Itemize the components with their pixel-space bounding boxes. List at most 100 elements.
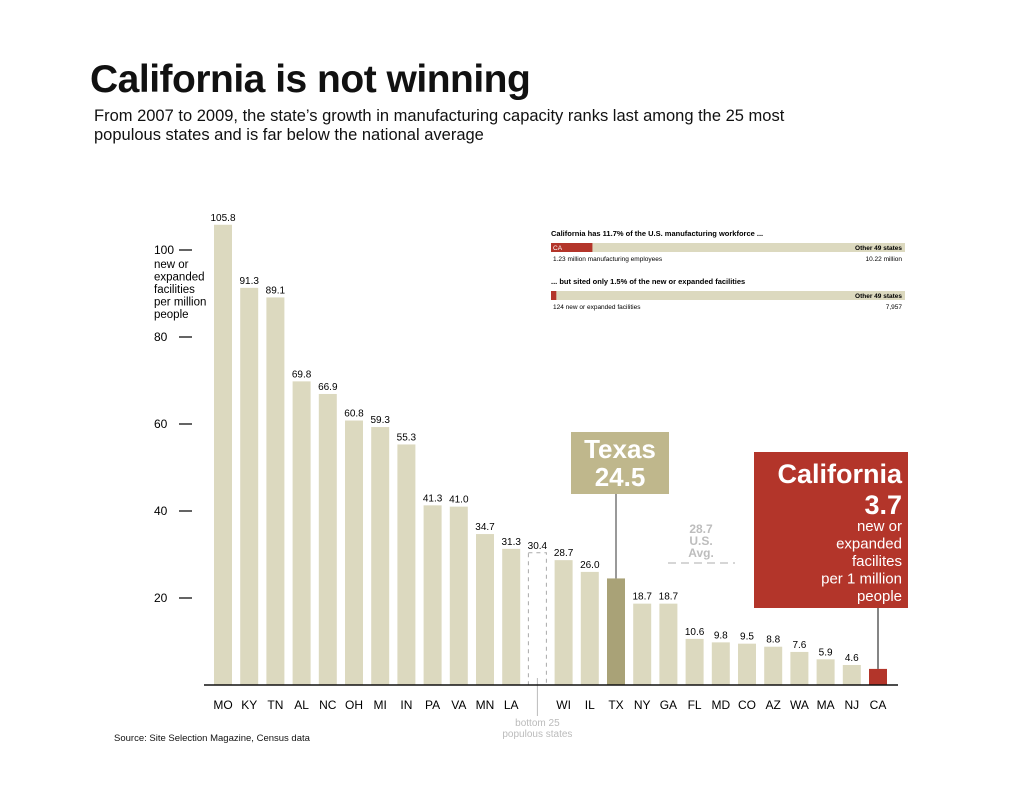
- data-label: 4.6: [845, 653, 859, 664]
- texas-callout-box: [571, 432, 669, 494]
- x-tick-label: MA: [817, 698, 835, 712]
- x-tick-label: KY: [241, 698, 257, 712]
- y-tick-label: 20: [154, 591, 168, 605]
- bar-tn: [266, 297, 285, 685]
- bar-nj: [842, 664, 861, 685]
- divider-label: 30.4: [528, 541, 548, 552]
- data-label: 66.9: [318, 382, 338, 393]
- data-label: 105.8: [210, 213, 235, 224]
- california-callout-detail: people: [857, 588, 902, 605]
- y-axis-label: per million: [154, 297, 206, 309]
- bar-mn: [476, 534, 494, 685]
- data-label: 28.7: [554, 548, 574, 559]
- bar-la: [502, 548, 521, 685]
- x-tick-label: AZ: [766, 698, 781, 712]
- x-tick-label: OH: [345, 698, 363, 712]
- x-tick-label: IL: [585, 698, 595, 712]
- inset-other-value: 10.22 million: [866, 256, 903, 263]
- california-callout-text: California: [777, 459, 903, 489]
- divider-note: populous states: [502, 729, 572, 740]
- bar-wi: [554, 560, 573, 685]
- us-average-label: U.S.: [689, 534, 712, 548]
- data-label: 18.7: [659, 592, 679, 603]
- data-label: 91.3: [239, 276, 259, 287]
- bar-al: [292, 381, 311, 685]
- x-tick-label: NJ: [844, 698, 859, 712]
- x-tick-label: NY: [634, 698, 651, 712]
- inset-other-value: 7,957: [886, 304, 903, 311]
- california-callout-box: [754, 452, 908, 608]
- bar-ny: [633, 603, 652, 685]
- x-tick-label: LA: [504, 698, 519, 712]
- data-label: 89.1: [266, 285, 286, 296]
- x-tick-label: TX: [608, 698, 623, 712]
- data-label: 34.7: [475, 522, 495, 533]
- bar-pa: [423, 505, 442, 685]
- x-tick-label: MD: [711, 698, 730, 712]
- x-tick-label: GA: [660, 698, 677, 712]
- california-callout-detail: per 1 million: [821, 571, 902, 588]
- bar-ma: [816, 659, 835, 685]
- data-label: 55.3: [397, 432, 417, 443]
- bar-oh: [345, 420, 363, 685]
- y-axis-label: people: [154, 309, 189, 321]
- bar-tx: [607, 578, 625, 685]
- data-label: 10.6: [685, 627, 705, 638]
- california-callout-detail: facilites: [852, 553, 902, 570]
- y-axis-label: facilities: [154, 284, 195, 296]
- texas-callout-text: Texas: [584, 434, 656, 464]
- data-label: 41.0: [449, 495, 469, 506]
- inset-ca-label: CA: [553, 245, 563, 252]
- x-tick-label: FL: [688, 698, 702, 712]
- x-tick-label: MN: [476, 698, 495, 712]
- inset-other-label: Other 49 states: [855, 245, 902, 252]
- inset-bar-ca: [551, 243, 593, 252]
- x-tick-label: MO: [213, 698, 232, 712]
- y-axis-label: expanded: [154, 272, 205, 284]
- y-tick-label: 100: [154, 243, 174, 257]
- bar-mi: [371, 427, 390, 685]
- inset-bar-track: [551, 291, 905, 300]
- x-tick-label: WI: [556, 698, 571, 712]
- data-label: 5.9: [819, 647, 833, 658]
- texas-callout-text: 24.5: [595, 462, 646, 492]
- data-label: 7.6: [792, 640, 806, 651]
- us-average-label: 28.7: [689, 522, 713, 536]
- x-tick-label: IN: [400, 698, 412, 712]
- bar-fl: [685, 638, 704, 685]
- data-label: 18.7: [632, 592, 652, 603]
- x-tick-label: MI: [374, 698, 387, 712]
- inset-ca-value: 124 new or expanded facilities: [553, 304, 641, 311]
- data-label: 41.3: [423, 493, 443, 504]
- inset-bar-track: [551, 243, 905, 252]
- bar-co: [738, 643, 756, 685]
- x-tick-label: NC: [319, 698, 337, 712]
- us-average-label: Avg.: [688, 546, 714, 560]
- chart-title: California is not winning: [90, 58, 531, 101]
- chart-subtitle: From 2007 to 2009, the state’s growth in…: [94, 107, 785, 144]
- data-label: 9.8: [714, 630, 728, 641]
- bar-ga: [659, 603, 678, 685]
- data-label: 31.3: [501, 537, 521, 548]
- x-tick-label: PA: [425, 698, 440, 712]
- inset-title: California has 11.7% of the U.S. manufac…: [551, 229, 763, 238]
- bar-ca: [869, 668, 887, 685]
- data-label: 60.8: [344, 409, 364, 420]
- bar-il: [580, 571, 599, 685]
- data-label: 8.8: [766, 635, 780, 646]
- california-callout-detail: new or: [857, 518, 902, 535]
- x-tick-label: TN: [267, 698, 283, 712]
- divider-bar: [527, 552, 547, 686]
- bar-md: [711, 642, 730, 685]
- bar-ky: [240, 287, 259, 685]
- bar-wa: [790, 651, 809, 685]
- x-tick-label: WA: [790, 698, 809, 712]
- x-tick-label: AL: [294, 698, 309, 712]
- data-label: 26.0: [580, 560, 600, 571]
- data-label: 69.8: [292, 369, 312, 380]
- y-tick-label: 40: [154, 504, 168, 518]
- x-tick-label: VA: [451, 698, 466, 712]
- california-callout-detail: expanded: [836, 536, 902, 553]
